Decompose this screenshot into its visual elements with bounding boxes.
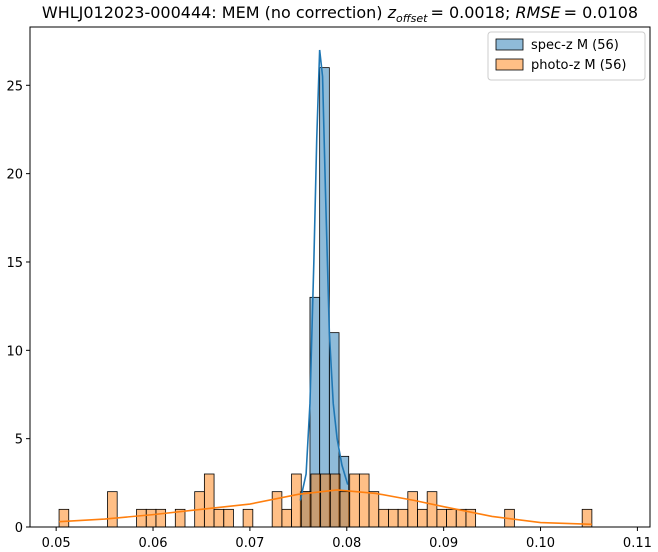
- bar: [145, 508, 157, 528]
- bar: [446, 508, 457, 528]
- bar: [407, 491, 418, 528]
- bar: [349, 473, 360, 528]
- bar: [329, 473, 341, 528]
- bar: [242, 508, 254, 528]
- chart-title: WHLJ012023-000444: MEM (no correction) z…: [42, 3, 638, 25]
- bar: [339, 491, 351, 528]
- x-tick-label: 0.07: [235, 536, 264, 551]
- bar: [58, 508, 70, 528]
- legend-box: [487, 31, 646, 81]
- bar: [320, 473, 331, 528]
- bar: [136, 508, 147, 528]
- legend-label: spec-z M (56): [531, 38, 619, 53]
- x-tick-label: 0.11: [623, 536, 652, 551]
- legend-label: photo-z M (56): [531, 58, 626, 73]
- bar: [358, 473, 370, 528]
- bar: [378, 508, 389, 528]
- bar: [397, 508, 409, 528]
- bar: [271, 491, 283, 528]
- legend-swatch: [495, 38, 524, 51]
- bar: [155, 508, 167, 528]
- x-tick-label: 0.10: [526, 536, 555, 551]
- bar: [223, 508, 234, 528]
- y-tick-label: 20: [6, 168, 23, 183]
- kde-line: [59, 489, 592, 526]
- legend-swatch: [495, 58, 524, 71]
- bar: [310, 473, 322, 528]
- bar: [426, 491, 438, 528]
- y-tick-label: 15: [6, 256, 23, 271]
- y-tick-label: 5: [15, 433, 23, 448]
- bar: [388, 508, 399, 528]
- bar: [436, 508, 447, 528]
- bar: [300, 491, 312, 528]
- plot-frame: [29, 26, 651, 528]
- bar: [213, 508, 225, 528]
- bar: [291, 473, 302, 528]
- kde-line: [299, 49, 349, 501]
- bar: [107, 491, 118, 528]
- bar: [203, 473, 215, 528]
- legend: spec-z M (56) photo-z M (56): [487, 31, 646, 81]
- x-tick-label: 0.05: [42, 536, 71, 551]
- bar: [281, 508, 292, 528]
- y-tick-label: 10: [6, 344, 23, 359]
- y-tick-label: 0: [15, 521, 23, 536]
- y-tick-label: 25: [6, 79, 23, 94]
- bar: [417, 508, 428, 528]
- x-tick-label: 0.09: [429, 536, 458, 551]
- bar: [368, 491, 380, 528]
- bar: [455, 508, 467, 528]
- x-tick-label: 0.06: [139, 536, 168, 551]
- x-tick-label: 0.08: [332, 536, 361, 551]
